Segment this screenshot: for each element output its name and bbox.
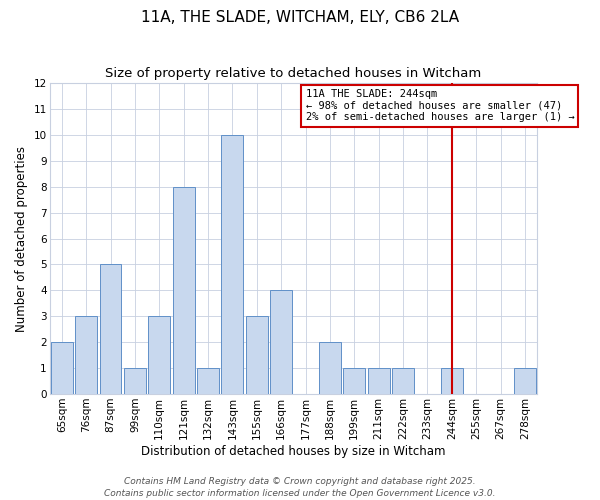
Bar [246, 316, 268, 394]
Text: 11A, THE SLADE, WITCHAM, ELY, CB6 2LA: 11A, THE SLADE, WITCHAM, ELY, CB6 2LA [141, 10, 459, 25]
Title: Size of property relative to detached houses in Witcham: Size of property relative to detached ho… [105, 68, 481, 80]
Bar [148, 316, 170, 394]
Bar [75, 316, 97, 394]
Bar [124, 368, 146, 394]
Bar [343, 368, 365, 394]
Bar [100, 264, 121, 394]
Bar [514, 368, 536, 394]
Bar [221, 135, 244, 394]
Bar [173, 186, 194, 394]
Bar [368, 368, 389, 394]
Bar [441, 368, 463, 394]
Bar [270, 290, 292, 394]
Y-axis label: Number of detached properties: Number of detached properties [15, 146, 28, 332]
Bar [51, 342, 73, 394]
Bar [319, 342, 341, 394]
Text: Contains HM Land Registry data © Crown copyright and database right 2025.
Contai: Contains HM Land Registry data © Crown c… [104, 476, 496, 498]
Bar [392, 368, 414, 394]
Bar [197, 368, 219, 394]
X-axis label: Distribution of detached houses by size in Witcham: Distribution of detached houses by size … [141, 444, 446, 458]
Text: 11A THE SLADE: 244sqm
← 98% of detached houses are smaller (47)
2% of semi-detac: 11A THE SLADE: 244sqm ← 98% of detached … [305, 90, 574, 122]
